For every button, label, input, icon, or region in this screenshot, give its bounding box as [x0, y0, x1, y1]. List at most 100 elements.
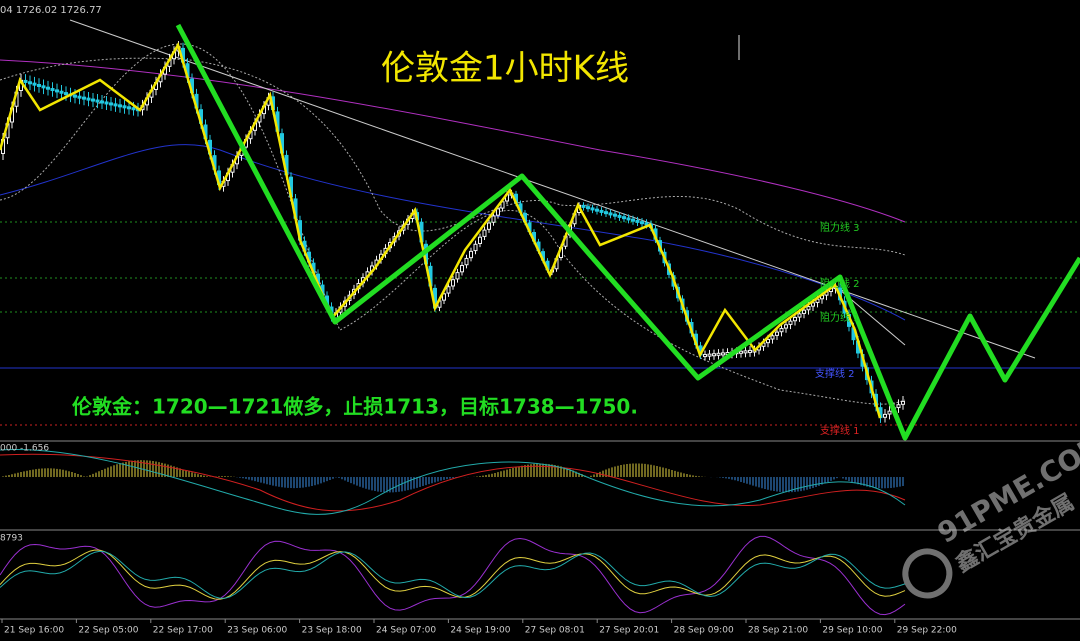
candle-body [707, 353, 712, 357]
candle-body [779, 327, 784, 333]
candle-body [127, 106, 131, 110]
time-label: 28 Sep 21:00 [748, 626, 808, 636]
time-label: 27 Sep 20:01 [599, 626, 659, 636]
candle-body [469, 250, 473, 259]
candle-body [37, 84, 41, 87]
candle-body [455, 272, 460, 280]
candle-body [608, 212, 613, 216]
stoch-line [0, 535, 906, 616]
stoch-line [0, 550, 906, 599]
annotation: 伦敦金：1720—1721做多，止损1713，目标1738—1750. [72, 395, 638, 419]
candle-body [793, 317, 797, 322]
candle-body [41, 85, 46, 89]
candle-body [460, 265, 464, 273]
stochastic [0, 535, 906, 616]
candle-body [100, 100, 104, 104]
time-label: 23 Sep 06:00 [227, 626, 287, 636]
candle-body [626, 217, 631, 221]
candle-body [802, 309, 806, 314]
macd-line [0, 449, 906, 515]
bollinger-band [0, 57, 906, 256]
candle-body [635, 219, 640, 223]
candle-body [784, 324, 788, 329]
candle-body [86, 97, 91, 101]
candle-body [703, 354, 707, 358]
candle-body [482, 229, 487, 237]
candle-body [739, 350, 743, 354]
candle-body [617, 214, 622, 218]
indicator-label: 8793 [0, 534, 23, 544]
candle-body [82, 96, 86, 100]
candle-body [586, 206, 590, 210]
time-axis: 21 Sep 16:00 22 Sep 05:00 22 Sep 17:00 23 S… [1, 619, 957, 636]
title: 伦敦金1小时K线 [381, 49, 629, 89]
candle-body [766, 338, 770, 344]
indicator-label: 000 -1.656 [0, 444, 49, 454]
time-label: 22 Sep 17:00 [153, 626, 213, 636]
candle-body [748, 349, 752, 353]
candle-body [797, 313, 802, 318]
time-label: 24 Sep 07:00 [376, 626, 436, 636]
candle-body [716, 352, 721, 356]
candle-body [46, 86, 50, 90]
level-label: 支撑线 1 [820, 424, 860, 437]
time-label: 22 Sep 05:00 [78, 626, 138, 636]
candle-body [478, 236, 482, 244]
candle-body [442, 293, 446, 301]
candle-body [104, 101, 109, 105]
candle-body [32, 82, 37, 86]
candle-body [55, 89, 59, 93]
candle-body [50, 88, 55, 92]
candle-body [806, 306, 811, 311]
candle-body [491, 215, 496, 223]
candle-body [743, 350, 748, 354]
candle-body [883, 413, 887, 418]
candle-body [77, 95, 82, 99]
candle-body [73, 94, 77, 98]
candle-body [131, 107, 136, 111]
candle-body [118, 104, 122, 108]
time-label: 28 Sep 09:00 [674, 626, 734, 636]
macd-signal [0, 453, 906, 512]
level-label: 阻力线 2 [820, 277, 860, 290]
candle-body [64, 92, 68, 96]
candle-body [28, 81, 32, 85]
candle-body [811, 302, 815, 307]
time-label: 23 Sep 18:00 [302, 626, 362, 636]
candle-body [581, 204, 586, 208]
watermark-logo [902, 548, 953, 599]
time-label: 27 Sep 08:01 [525, 626, 585, 636]
candle-body [496, 208, 500, 216]
candle-body [590, 207, 595, 211]
candle-body [613, 213, 617, 217]
level-label: 支撑线 2 [815, 367, 855, 380]
stoch-line [0, 549, 906, 600]
candles [1, 41, 905, 423]
candle-body [631, 218, 635, 222]
candle-body [901, 400, 905, 405]
level-label: 阻力线 1 [820, 311, 860, 324]
candle-body [604, 211, 608, 215]
ma-line [0, 144, 906, 321]
candle-body [95, 99, 100, 103]
candle-body [887, 410, 892, 415]
candle-body [644, 222, 649, 226]
macd-histogram [2, 460, 904, 493]
time-label: 24 Sep 19:00 [450, 626, 510, 636]
candle-body [473, 243, 478, 252]
candle-body [775, 331, 779, 336]
candle-body [622, 216, 626, 220]
candle-body [122, 105, 127, 109]
candle-body [896, 404, 901, 409]
zigzag-major [175, 23, 1080, 441]
candle-body [446, 286, 451, 294]
quote: 04 1726.02 1726.77 [0, 5, 102, 16]
trend-line [69, 19, 1036, 359]
candle-body [464, 257, 469, 266]
candle-body [109, 102, 113, 106]
candle-body [113, 103, 118, 107]
candle-body [23, 79, 28, 83]
candle-body [712, 353, 716, 357]
